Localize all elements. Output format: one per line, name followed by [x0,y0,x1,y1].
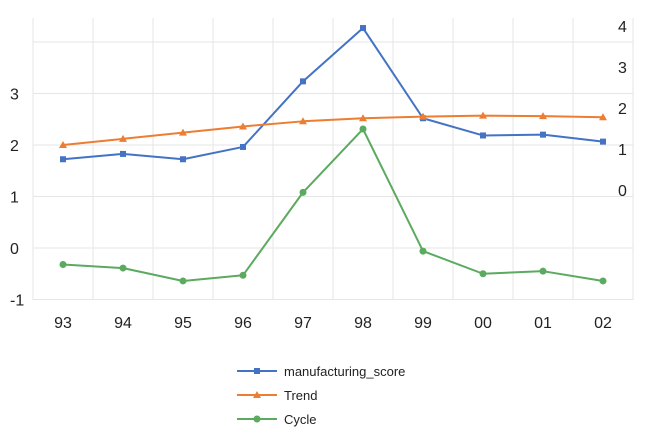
data-point-manufacturing-score [600,138,606,145]
data-point-trend [539,112,547,120]
data-point-cycle [599,277,607,285]
x-axis-ticks: 93 94 95 96 97 98 99 00 01 02 [54,315,612,332]
legend-label-trend: Trend [284,388,317,403]
data-point-trend [119,134,127,142]
data-point-cycle [479,270,487,278]
data-point-manufacturing-score [60,156,66,163]
data-point-trend [179,128,187,136]
data-point-cycle [299,188,307,196]
data-point-trend [239,122,247,130]
legend-label-manufacturing-score: manufacturing_score [284,364,405,379]
left-axis-ticks: -1 0 1 2 3 [10,87,24,310]
x-axis-tick-label: 02 [594,315,612,332]
legend: manufacturing_score Trend Cycle [237,364,405,427]
series-line-trend [62,114,604,146]
data-point-manufacturing-score [300,78,306,85]
data-point-trend [299,117,307,125]
data-point-cycle [539,267,547,275]
data-point-trend [479,111,487,119]
right-axis-tick-label: 4 [618,19,627,36]
x-axis-tick-label: 99 [414,315,432,332]
left-axis-tick-label: -1 [10,293,24,310]
data-point-manufacturing-score [180,156,186,163]
x-axis-tick-label: 95 [174,315,192,332]
right-axis-tick-label: 3 [618,60,627,77]
data-point-trend [59,141,67,148]
left-axis-tick-label: 3 [10,87,19,104]
data-point-cycle [179,277,187,285]
left-axis-tick-label: 0 [10,241,19,258]
data-point-manufacturing-score [240,143,246,150]
right-axis-tick-label: 0 [618,183,627,200]
right-axis-tick-label: 1 [618,142,627,159]
data-point-cycle [119,264,127,272]
data-point-manufacturing-score [540,131,546,138]
x-axis-tick-label: 97 [294,315,312,332]
data-point-manufacturing-score [360,25,366,32]
x-axis-tick-label: 98 [354,315,372,332]
legend-marker-trend [253,391,261,398]
data-point-manufacturing-score [480,132,486,139]
x-axis-tick-label: 96 [234,315,252,332]
left-axis-tick-label: 1 [10,190,19,207]
data-point-manufacturing-score [120,150,126,157]
data-point-trend [419,112,427,120]
data-point-cycle [359,125,367,133]
data-point-trend [359,114,367,122]
right-axis-ticks: 0 1 2 3 4 [618,19,627,200]
legend-marker-cycle [253,415,261,423]
series-lines [59,25,607,285]
series-line-cycle [62,128,604,282]
right-axis-tick-label: 2 [618,101,627,118]
x-axis-tick-label: 94 [114,315,132,332]
data-point-cycle [239,271,247,279]
series-line-manufacturing-score [62,27,604,161]
left-axis-tick-label: 2 [10,138,19,155]
data-point-trend [599,113,607,121]
x-axis-tick-label: 93 [54,315,72,332]
legend-marker-manufacturing-score [254,368,260,374]
x-axis-tick-label: 01 [534,315,552,332]
data-point-cycle [59,260,67,268]
gridlines [32,18,634,300]
legend-label-cycle: Cycle [284,412,317,427]
data-point-cycle [419,247,427,255]
x-axis-tick-label: 00 [474,315,492,332]
